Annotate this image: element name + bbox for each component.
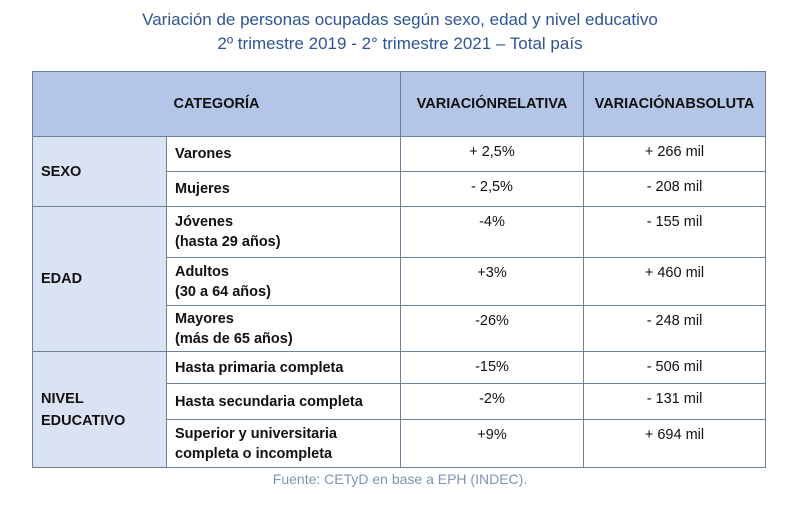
label-cell: Superior y universitaria completa o incom… [166, 419, 401, 468]
absolute-cell: - 208 mil [583, 171, 766, 207]
table-row: Mujeres - 2,5% - 208 mil [33, 171, 766, 207]
text-line: (30 a 64 años) [175, 283, 271, 300]
footer: Fuente: CETyD en base a EPH (INDEC). [272, 471, 528, 487]
text-line: Mayores [175, 310, 234, 327]
table-row: SEXO Varones + 2,5% + 266 mil [32, 136, 766, 207]
text-line: Hasta secundaria completa [175, 393, 363, 410]
table-body: SEXO Varones + 2,5% + 266 mil Mujeres - 2,5% -… [32, 136, 766, 468]
relative-cell: -4% [400, 206, 584, 258]
relative-cell: + 2,5% [400, 136, 584, 172]
relative-cell: -26% [400, 305, 584, 352]
header-line: VARIACIÓN [416, 96, 497, 112]
header-cell: VARIACIÓNRELATIVA [400, 71, 584, 137]
table: CATEGORÍA VARIACIÓNRELATIVA VARIACIÓNABS… [32, 71, 766, 468]
header-row: CATEGORÍA VARIACIÓNRELATIVA VARIACIÓNABS… [32, 71, 766, 137]
label-cell: Varones [166, 136, 401, 172]
relative-cell: -2% [400, 383, 584, 420]
group-cell: EDAD [32, 206, 167, 352]
label-cell: Mayores (más de 65 años) [166, 305, 401, 352]
header-cell: CATEGORÍA [32, 71, 401, 137]
table-row: Mayores (más de 65 años) -26% - 248 mil [33, 305, 766, 352]
absolute-cell: - 131 mil [583, 383, 766, 420]
label-cell: Adultos (30 a 64 años) [166, 257, 401, 306]
relative-cell: +3% [400, 257, 584, 306]
label-cell: Hasta secundaria completa [166, 383, 401, 420]
text-line: Jóvenes [175, 214, 234, 230]
label-cell: Mujeres [166, 171, 401, 207]
text-line: Superior y universitaria [175, 425, 337, 442]
header-line: ABSOLUTA [674, 96, 755, 112]
relative-cell: - 2,5% [400, 171, 584, 207]
label-cell: Jóvenes (hasta 29 años) [166, 206, 401, 258]
title: Variación de personas ocupadas según sex… [0, 8, 800, 56]
text-line: Adultos [175, 263, 229, 280]
table-row: Adultos (30 a 64 años) +3% + 460 mil [33, 257, 766, 306]
absolute-cell: - 155 mil [583, 206, 766, 258]
text-line: SEXO [41, 163, 82, 180]
relative-cell: +9% [400, 419, 584, 468]
table-row: EDAD Jóvenes (hasta 29 años) -4% - 155 mil [32, 206, 766, 352]
text-line: (más de 65 años) [175, 330, 293, 347]
absolute-cell: - 248 mil [583, 305, 766, 352]
text-line: (hasta 29 años) [175, 234, 281, 250]
text-line: Hasta primaria completa [175, 359, 344, 376]
label-cell: Hasta primaria completa [166, 351, 401, 384]
absolute-cell: - 506 mil [583, 351, 766, 384]
group-cell: NIVEL EDUCATIVO [32, 351, 167, 468]
text-line: Mujeres [175, 181, 230, 197]
text-line: completa o incompleta [175, 445, 333, 462]
text-line: NIVEL [41, 390, 84, 407]
text-line: Varones [175, 146, 232, 162]
header-line: RELATIVA [496, 96, 568, 112]
table-row: Superior y universitaria completa o incom… [33, 419, 766, 468]
relative-cell: -15% [400, 351, 584, 384]
group-cell: SEXO [32, 136, 167, 207]
absolute-cell: + 694 mil [583, 419, 766, 468]
text-line: EDUCATIVO [41, 412, 126, 429]
text-line: EDAD [41, 271, 83, 287]
header-cell: VARIACIÓNABSOLUTA [583, 71, 766, 137]
absolute-cell: + 266 mil [583, 136, 766, 172]
header-line: VARIACIÓN [594, 96, 675, 112]
absolute-cell: + 460 mil [583, 257, 766, 306]
table-row: NIVEL EDUCATIVO Hasta primaria completa -15… [32, 351, 766, 468]
title-line: Variación de personas ocupadas según sex… [142, 10, 658, 29]
title-line: 2º trimestre 2019 - 2° trimestre 2021 – … [217, 34, 583, 53]
